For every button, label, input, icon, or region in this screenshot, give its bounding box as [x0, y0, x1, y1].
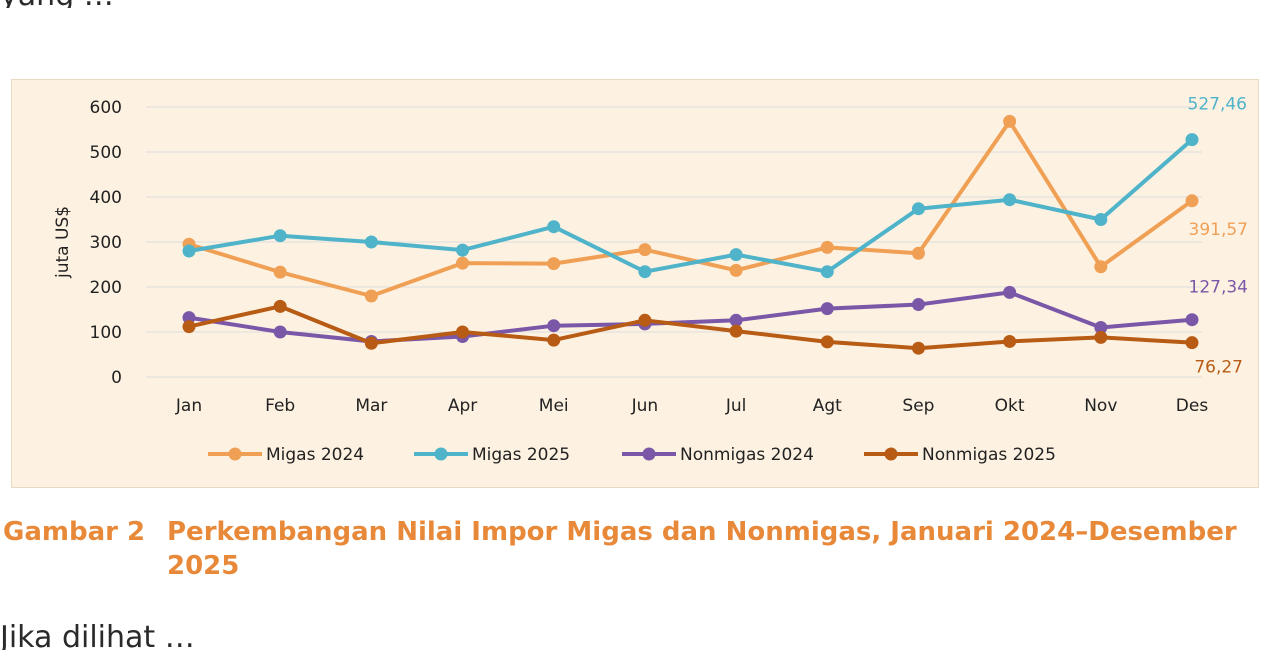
- data-point: [820, 335, 834, 349]
- series-line: [187, 290, 1194, 344]
- figure-number: Gambar 2: [3, 517, 146, 547]
- data-point: [729, 324, 743, 338]
- data-point: [1185, 313, 1199, 327]
- figure-title: Perkembangan Nilai Impor Migas dan Nonmi…: [167, 517, 1237, 581]
- series-line: [187, 119, 1194, 298]
- data-point: [1094, 321, 1108, 334]
- data-point: [273, 265, 287, 279]
- y-tick-label: 300: [90, 233, 122, 253]
- chart-panel: 0 100 200 300 400 500 600 juta US$ Jan Feb Mar Apr M…: [11, 79, 1259, 488]
- data-point: [1003, 114, 1017, 128]
- x-tick-label: Jul: [725, 396, 747, 416]
- data-label: 391,57: [1189, 220, 1248, 240]
- data-point: [911, 246, 925, 260]
- data-point: [182, 320, 196, 334]
- data-point: [547, 257, 561, 271]
- x-tick-label: Jan: [175, 396, 202, 416]
- legend-label: Migas 2025: [472, 445, 570, 465]
- preceding-paragraph-fragment: yang …: [0, 0, 1280, 8]
- data-point: [820, 265, 834, 279]
- data-point: [182, 244, 196, 258]
- data-label: 527,46: [1188, 95, 1247, 115]
- data-point: [547, 319, 561, 333]
- data-point: [1185, 336, 1199, 350]
- data-point: [911, 202, 925, 216]
- legend-label: Nonmigas 2024: [680, 445, 814, 465]
- x-tick-label: Mar: [355, 396, 387, 416]
- data-point: [364, 289, 378, 303]
- data-point: [364, 235, 378, 249]
- y-tick-label: 200: [90, 278, 122, 298]
- data-label: 76,27: [1194, 358, 1243, 378]
- data-point: [273, 229, 287, 243]
- y-tick-label: 0: [111, 368, 122, 388]
- series-line: [187, 304, 1194, 351]
- y-axis-label: juta US$: [53, 206, 73, 279]
- data-point: [820, 240, 834, 254]
- data-point: [820, 302, 834, 316]
- x-tick-label: Feb: [265, 396, 295, 416]
- data-point: [273, 325, 287, 339]
- data-point: [1003, 193, 1017, 207]
- y-tick-label: 400: [90, 188, 122, 208]
- data-point: [638, 243, 652, 257]
- data-point: [547, 333, 561, 347]
- data-point: [1003, 285, 1017, 299]
- data-point: [273, 299, 287, 313]
- data-point: [729, 263, 743, 277]
- x-tick-label: Okt: [995, 396, 1025, 416]
- data-point: [1094, 213, 1108, 226]
- data-point: [729, 248, 743, 262]
- legend-label: Nonmigas 2025: [922, 445, 1056, 465]
- x-tick-label: Apr: [448, 396, 477, 416]
- legend-swatch-marker: [642, 447, 656, 461]
- y-tick-label: 500: [90, 143, 122, 163]
- legend-swatch-marker: [228, 447, 242, 461]
- data-point: [638, 313, 652, 327]
- data-point: [364, 336, 378, 350]
- data-point: [1185, 194, 1199, 208]
- line-chart: 0 100 200 300 400 500 600 juta US$ Jan Feb Mar Apr M…: [53, 95, 1248, 465]
- x-tick-label: Agt: [813, 396, 842, 416]
- data-point: [456, 243, 470, 257]
- series-line: [187, 137, 1194, 274]
- data-point: [1094, 260, 1108, 274]
- data-point: [729, 313, 743, 327]
- data-point: [638, 265, 652, 279]
- x-tick-label: Des: [1176, 396, 1209, 416]
- x-tick-label: Sep: [902, 396, 934, 416]
- legend-label: Migas 2024: [266, 445, 364, 465]
- data-point: [456, 256, 470, 270]
- y-tick-label: 100: [90, 323, 122, 343]
- x-tick-label: Nov: [1084, 396, 1117, 416]
- legend-swatch-marker: [434, 447, 448, 461]
- data-point: [547, 220, 561, 234]
- x-tick-label: Jun: [631, 396, 659, 416]
- x-tick-label: Mei: [539, 396, 569, 416]
- data-point: [911, 341, 925, 355]
- data-label: 127,34: [1189, 278, 1248, 298]
- y-tick-label: 600: [90, 98, 122, 118]
- following-paragraph-fragment: Jika dilihat …: [0, 620, 195, 650]
- data-point: [1094, 330, 1108, 344]
- legend-swatch-marker: [884, 447, 898, 461]
- data-point: [1185, 133, 1199, 147]
- data-point: [182, 311, 196, 325]
- data-point: [911, 298, 925, 312]
- data-point: [1003, 334, 1017, 348]
- data-point: [456, 325, 470, 339]
